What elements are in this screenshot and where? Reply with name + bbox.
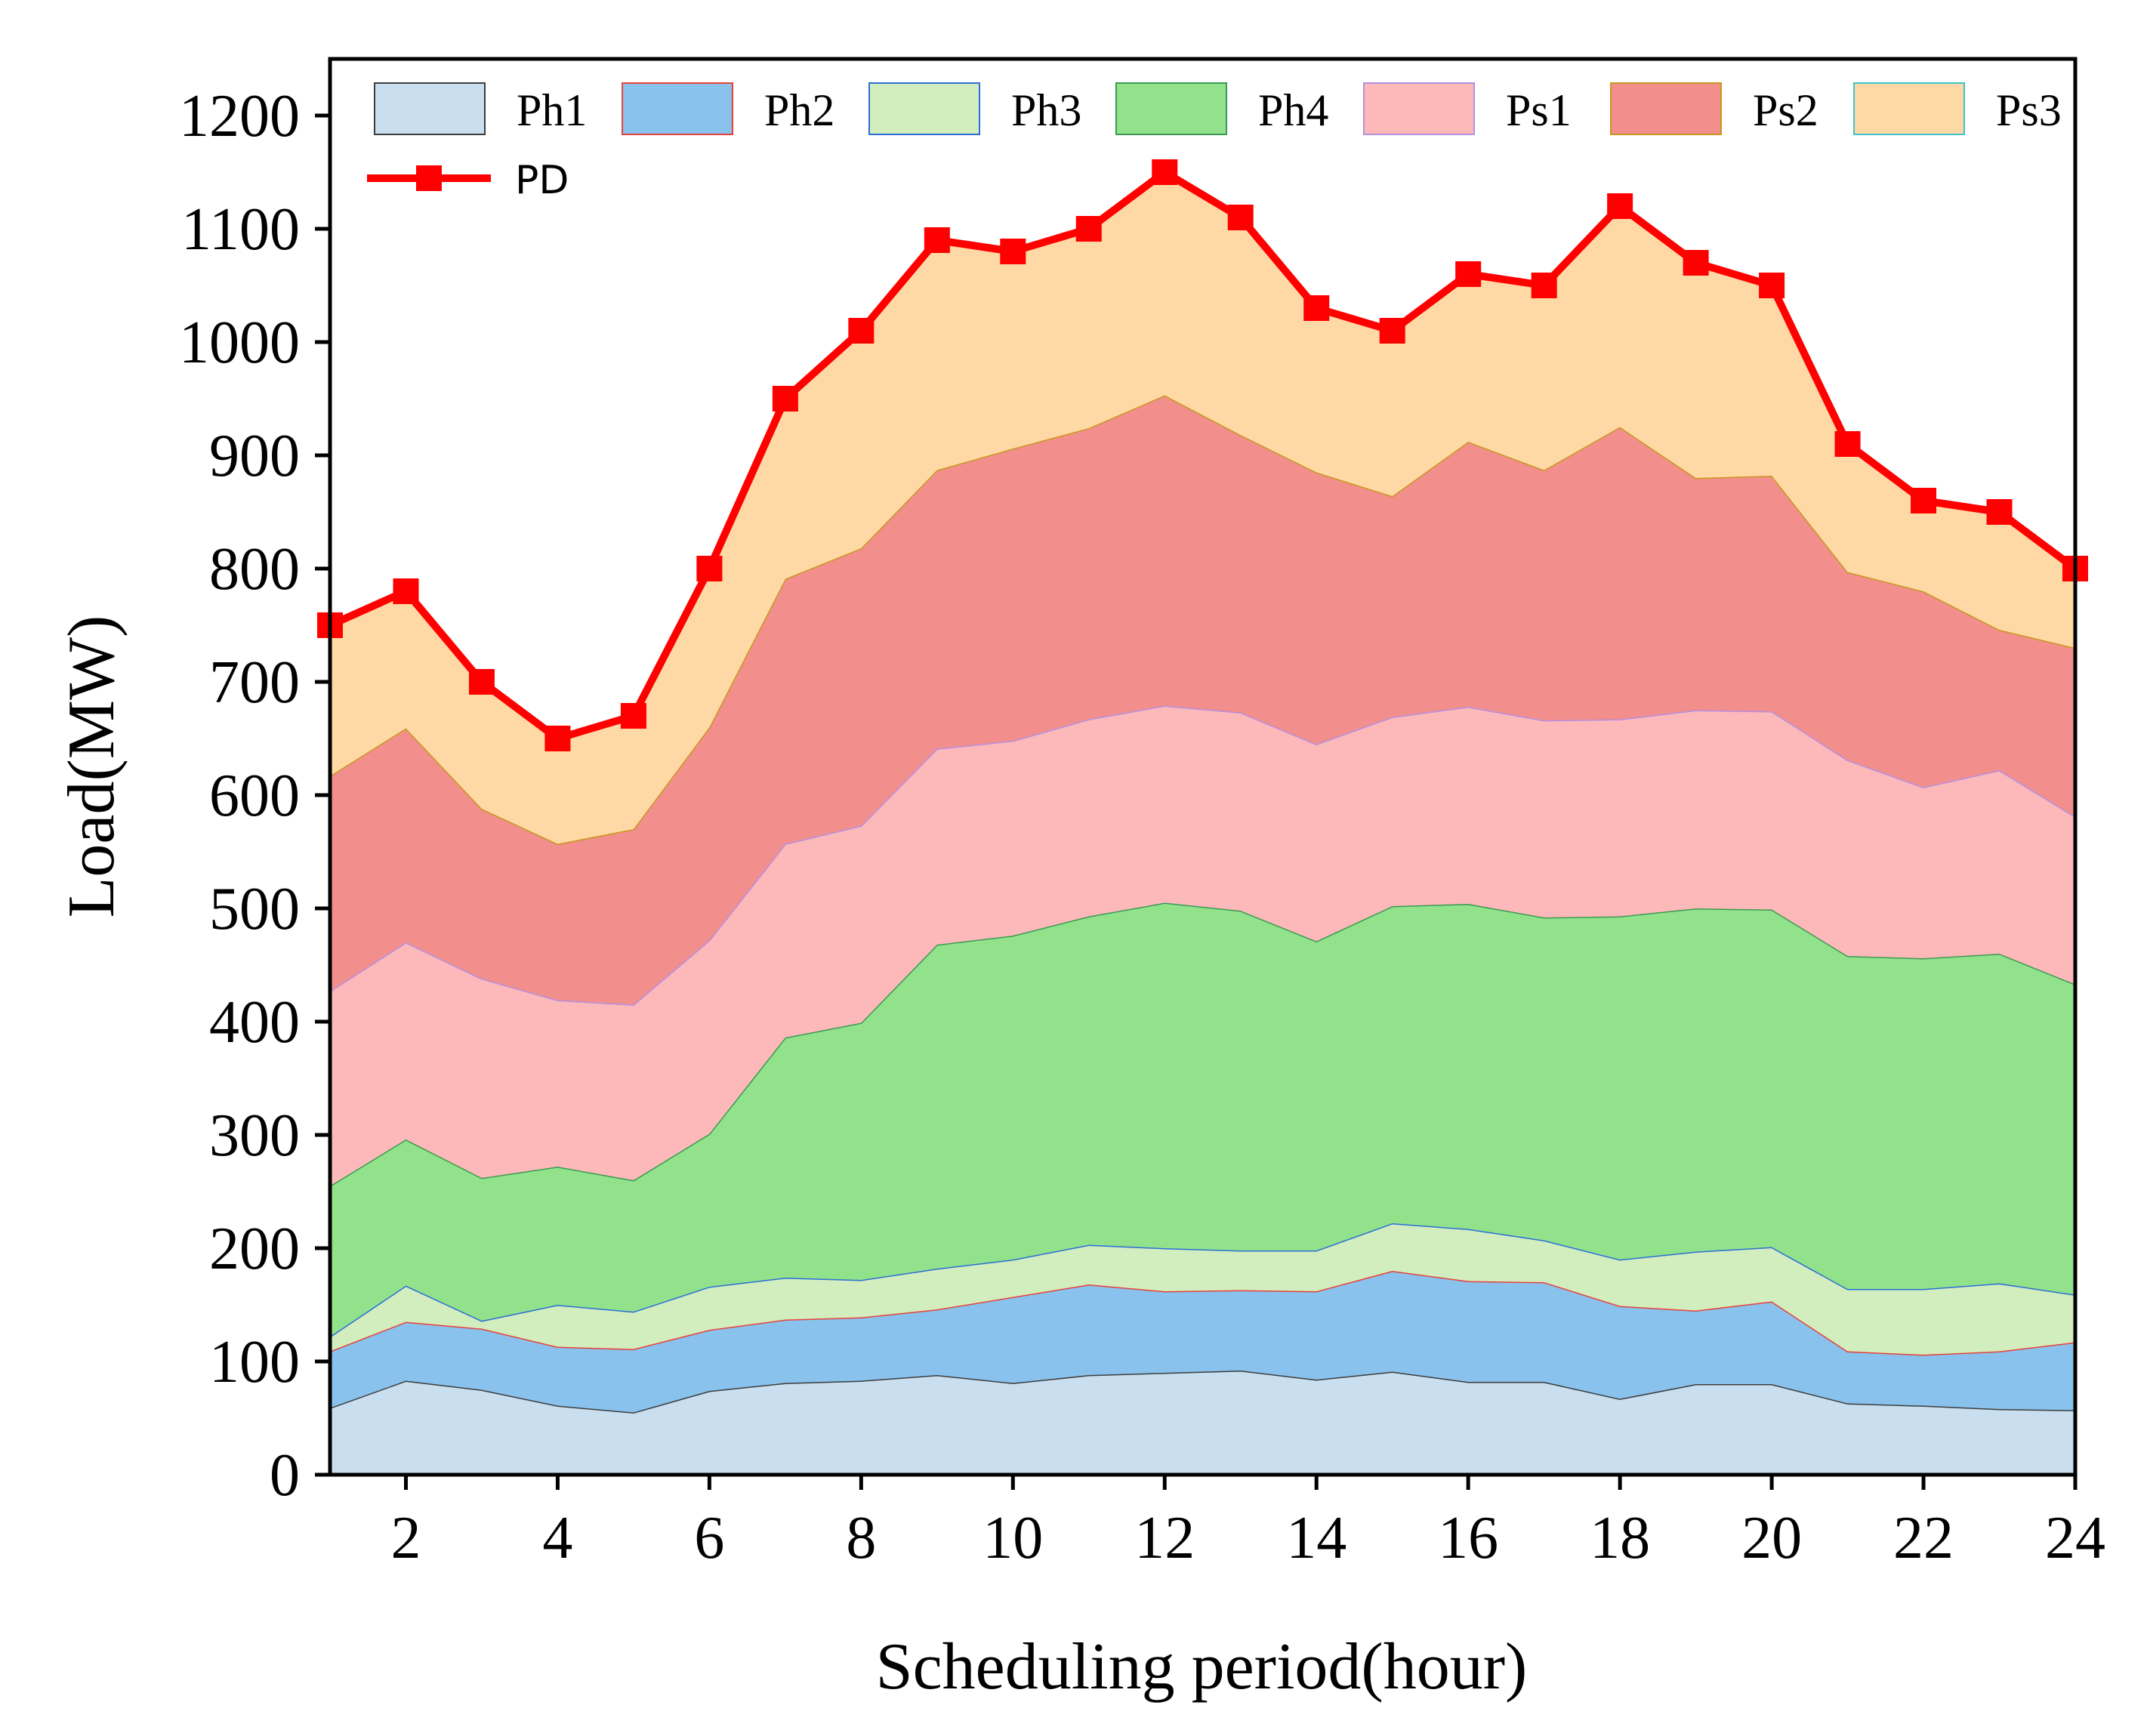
x-tick-label: 14 (1286, 1505, 1347, 1571)
pd-point (696, 556, 723, 581)
pd-point (1152, 159, 1178, 185)
x-tick-label: 2 (390, 1505, 421, 1571)
y-tick-label: 500 (209, 876, 300, 942)
y-tick-label: 400 (209, 989, 300, 1056)
legend-label-ps3: Ps3 (1996, 85, 2062, 135)
legend-swatch-ph1 (374, 82, 486, 135)
y-tick-label: 1100 (181, 196, 300, 263)
pd-point (1911, 488, 1937, 513)
y-tick-label: 0 (270, 1442, 300, 1509)
pd-point (1759, 273, 1785, 298)
legend-label-ps1: Ps1 (1506, 85, 1572, 135)
legend: Ph1 Ph2 Ph3 Ph4 Ps1 Ps2 Ps3 PD (367, 82, 2062, 203)
y-tick-label: 1000 (179, 310, 300, 376)
y-tick-label: 1200 (179, 83, 300, 150)
x-tick-label: 20 (1741, 1505, 1802, 1571)
pd-point (468, 669, 495, 695)
x-tick-label: 24 (2045, 1505, 2105, 1571)
pd-point (1683, 250, 1709, 276)
x-tick-label: 8 (846, 1505, 876, 1571)
pd-point (1075, 216, 1102, 242)
legend-label-pd: PD (515, 158, 569, 203)
pd-point (1986, 499, 2013, 525)
pd-point (393, 578, 419, 604)
pd-point (1000, 239, 1026, 264)
pd-point (1455, 261, 1482, 287)
pd-point (924, 227, 950, 253)
y-tick-label: 900 (209, 423, 300, 489)
pd-point (1379, 318, 1405, 344)
area-ph2 (330, 1271, 2075, 1413)
legend-swatch-ps3 (1853, 82, 1965, 135)
x-tick-label: 18 (1590, 1505, 1650, 1571)
pd-point (620, 703, 646, 729)
legend-label-ph1: Ph1 (517, 85, 587, 135)
x-tick-label: 4 (542, 1505, 572, 1571)
pd-line-series (317, 159, 2088, 751)
y-tick-label: 200 (209, 1216, 300, 1282)
y-axis-title: Load(MW) (55, 615, 128, 918)
area-ph3 (330, 1223, 2075, 1355)
legend-label-ps2: Ps2 (1753, 85, 1818, 135)
legend-label-ph4: Ph4 (1258, 85, 1328, 135)
legend-label-ph3: Ph3 (1011, 85, 1081, 135)
pd-point (848, 318, 875, 344)
pd-point (1607, 193, 1633, 219)
y-tick-label: 100 (209, 1329, 300, 1395)
axes: 2 4 6 8 10 12 14 16 18 20 22 2401002003004005006007… (179, 57, 2105, 1571)
pd-point (1303, 295, 1330, 321)
y-tick-label: 800 (209, 536, 300, 603)
x-tick-label: 12 (1134, 1505, 1195, 1571)
y-tick-label: 700 (209, 649, 300, 716)
legend-swatch-ps1 (1363, 82, 1475, 135)
legend-swatch-ph4 (1115, 82, 1227, 135)
legend-swatch-ps2 (1610, 82, 1722, 135)
y-tick-label: 600 (209, 763, 300, 829)
x-tick-label: 16 (1438, 1505, 1498, 1571)
x-tick-label: 22 (1893, 1505, 1954, 1571)
legend-label-ph2: Ph2 (764, 85, 834, 135)
area-ph1 (330, 1371, 2075, 1475)
area-ph4 (330, 902, 2075, 1337)
legend-swatch-ph2 (622, 82, 733, 135)
legend-swatch-ph3 (868, 82, 980, 135)
pd-point (1834, 431, 1861, 457)
pd-point (1531, 273, 1557, 298)
pd-point (772, 386, 798, 412)
plot-frame (328, 57, 2078, 1477)
x-tick-label: 10 (982, 1505, 1043, 1571)
legend-marker-pd (416, 165, 442, 191)
x-axis-title: Scheduling period(hour) (876, 1630, 1528, 1704)
area-ps1 (330, 705, 2075, 1186)
area-ps3 (330, 172, 2075, 844)
y-tick-label: 300 (209, 1102, 300, 1169)
x-tick-label: 6 (694, 1505, 724, 1571)
pd-point (1227, 205, 1254, 230)
pd-point (544, 726, 571, 751)
area-ps2 (330, 395, 2075, 1005)
